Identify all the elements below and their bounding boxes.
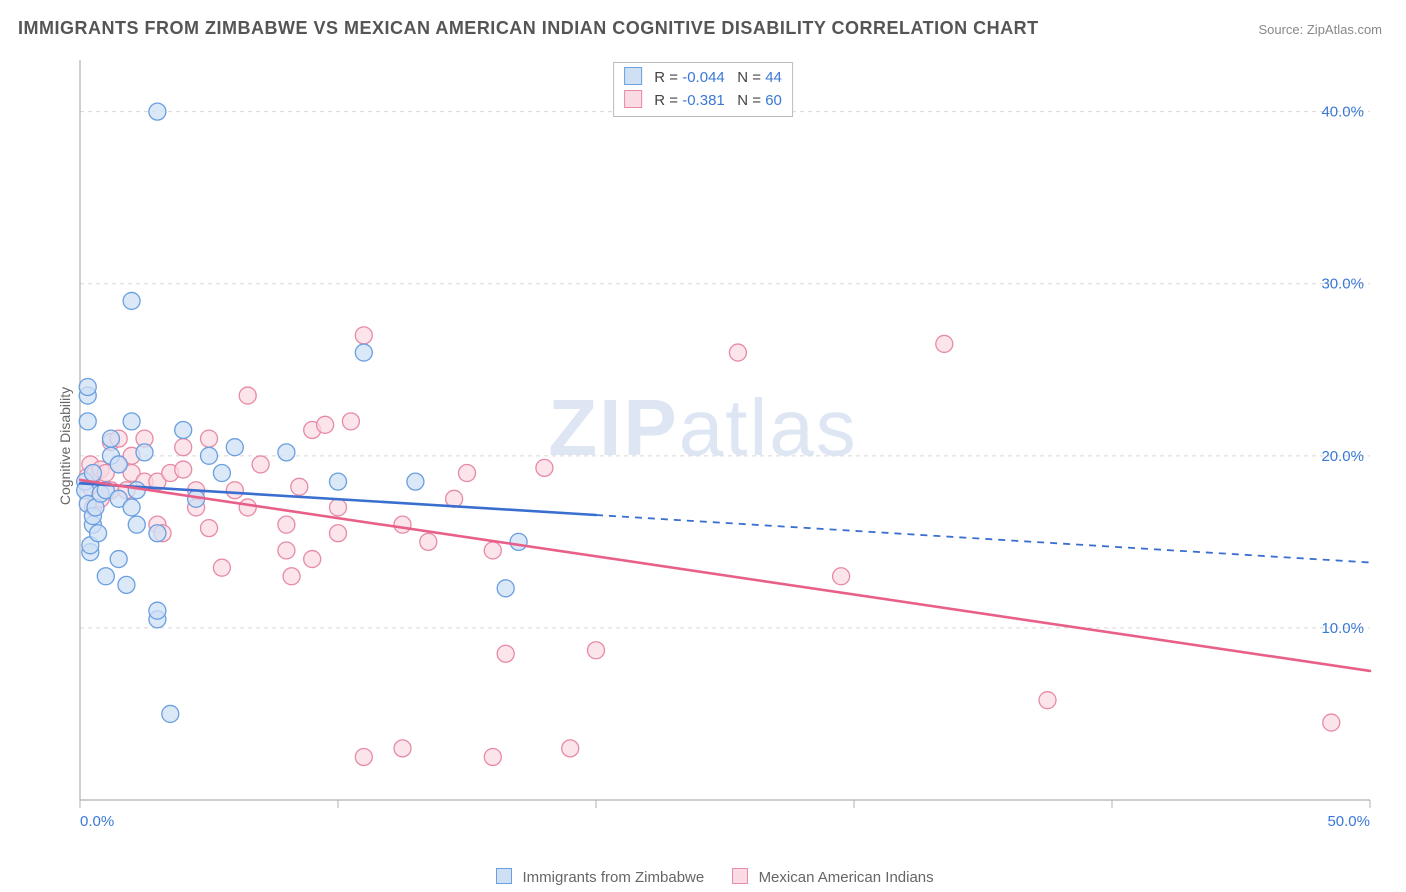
svg-text:40.0%: 40.0% xyxy=(1321,104,1364,121)
n-value: 44 xyxy=(765,69,782,86)
svg-text:30.0%: 30.0% xyxy=(1321,276,1364,293)
legend-swatch-icon xyxy=(624,67,642,85)
legend-label: Immigrants from Zimbabwe xyxy=(523,869,705,886)
chart-area: 10.0% 20.0% 30.0% 40.0% 0.0% 50.0% xyxy=(50,60,1380,830)
legend-swatch-icon xyxy=(624,90,642,108)
r-value: -0.381 xyxy=(682,92,725,109)
correlation-legend: R = -0.044 N = 44 R = -0.381 N = 60 xyxy=(613,62,793,117)
legend-label: Mexican American Indians xyxy=(759,869,934,886)
legend-swatch-icon xyxy=(732,868,748,884)
series-legend: Immigrants from Zimbabwe Mexican America… xyxy=(0,868,1406,886)
chart-title: IMMIGRANTS FROM ZIMBABWE VS MEXICAN AMER… xyxy=(18,18,1039,39)
svg-text:20.0%: 20.0% xyxy=(1321,448,1364,465)
r-value: -0.044 xyxy=(682,69,725,86)
legend-row-zimbabwe: R = -0.044 N = 44 xyxy=(624,67,782,90)
legend-row-mexican: R = -0.381 N = 60 xyxy=(624,90,782,113)
svg-text:50.0%: 50.0% xyxy=(1327,813,1370,830)
source-attribution: Source: ZipAtlas.com xyxy=(1258,22,1382,37)
legend-swatch-icon xyxy=(496,868,512,884)
scatter-chart-svg: 10.0% 20.0% 30.0% 40.0% 0.0% 50.0% xyxy=(50,60,1380,830)
n-value: 60 xyxy=(765,92,782,109)
svg-text:0.0%: 0.0% xyxy=(80,813,114,830)
svg-text:10.0%: 10.0% xyxy=(1321,620,1364,637)
